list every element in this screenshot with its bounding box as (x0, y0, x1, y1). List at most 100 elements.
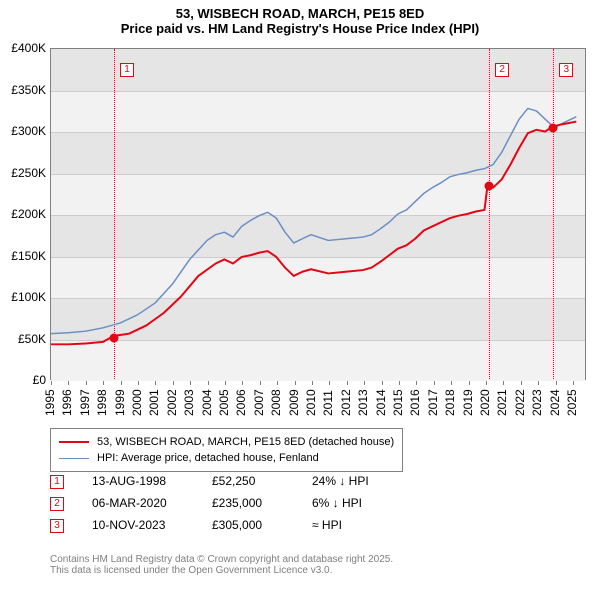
x-axis-label-wrap: 2025 (565, 382, 579, 422)
event-price: £305,000 (212, 514, 312, 536)
x-axis-label-wrap: 2009 (287, 382, 301, 422)
x-axis-label: 2007 (252, 402, 266, 416)
title-line-2: Price paid vs. HM Land Registry's House … (0, 21, 600, 36)
event-num-box: 1 (50, 475, 64, 489)
x-axis-label-wrap: 2024 (548, 382, 562, 422)
event-date: 13-AUG-1998 (92, 470, 212, 492)
x-axis-label-wrap: 2013 (356, 382, 370, 422)
y-axis-label: £250K (0, 166, 46, 180)
x-axis-label: 2013 (356, 402, 370, 416)
event-row: 206-MAR-2020£235,0006% ↓ HPI (50, 492, 381, 514)
legend-swatch (59, 441, 89, 443)
event-marker-box: 1 (120, 63, 134, 77)
y-axis-label: £100K (0, 290, 46, 304)
y-axis-label: £300K (0, 124, 46, 138)
x-axis-label: 2009 (287, 402, 301, 416)
footer-line-2: This data is licensed under the Open Gov… (50, 565, 393, 576)
x-axis-label: 2003 (182, 402, 196, 416)
legend-swatch (59, 458, 89, 459)
x-axis-label-wrap: 2005 (217, 382, 231, 422)
x-axis-label: 2008 (269, 402, 283, 416)
x-axis-label-wrap: 2014 (374, 382, 388, 422)
legend-box: 53, WISBECH ROAD, MARCH, PE15 8ED (detac… (50, 428, 403, 472)
x-axis-label: 1998 (95, 402, 109, 416)
x-axis-label: 2000 (130, 402, 144, 416)
x-axis-label: 2001 (147, 402, 161, 416)
legend-label: HPI: Average price, detached house, Fenl… (97, 452, 319, 464)
x-axis-label-wrap: 1999 (113, 382, 127, 422)
event-delta: 24% ↓ HPI (312, 470, 381, 492)
x-axis-label: 2021 (495, 402, 509, 416)
events-table: 1 13-AUG-1998£52,25024% ↓ HPI 2 06-MAR-2020… (50, 470, 381, 536)
event-price: £52,250 (212, 470, 312, 492)
x-axis-label-wrap: 2022 (513, 382, 527, 422)
footer-line-1: Contains HM Land Registry data © Crown c… (50, 554, 393, 565)
x-axis-label-wrap: 2000 (130, 382, 144, 422)
x-axis-label: 2016 (408, 402, 422, 416)
x-axis-label-wrap: 2021 (495, 382, 509, 422)
chart-plot-area: 1 2 3 (50, 48, 586, 380)
legend-row: HPI: Average price, detached house, Fenl… (59, 450, 394, 466)
event-marker-box: 3 (559, 63, 573, 77)
event-price: £235,000 (212, 492, 312, 514)
series-line-hpi (51, 108, 576, 333)
y-axis-label: £0 (0, 373, 46, 387)
event-row: 3 10-NOV-2023£305,000≈ HPI (50, 514, 381, 536)
x-axis-label: 2005 (217, 402, 231, 416)
x-axis-label-wrap: 2010 (304, 382, 318, 422)
event-date: 06-MAR-2020 (92, 492, 212, 514)
x-axis-label-wrap: 2003 (182, 382, 196, 422)
x-axis-label-wrap: 1997 (78, 382, 92, 422)
legend-row: 53, WISBECH ROAD, MARCH, PE15 8ED (detac… (59, 434, 394, 450)
series-line-price_paid (51, 122, 576, 345)
x-axis-label: 2017 (426, 402, 440, 416)
x-axis-label: 2010 (304, 402, 318, 416)
x-axis-label-wrap: 2011 (321, 382, 335, 422)
x-axis-label-wrap: 2015 (391, 382, 405, 422)
x-axis-label-wrap: 2002 (165, 382, 179, 422)
x-axis-label-wrap: 1996 (60, 382, 74, 422)
event-date: 10-NOV-2023 (92, 514, 212, 536)
x-axis-label: 2011 (321, 402, 335, 416)
x-axis-label: 2004 (200, 402, 214, 416)
x-axis-label-wrap: 2023 (530, 382, 544, 422)
x-axis-label: 2022 (513, 402, 527, 416)
x-axis-label: 1996 (60, 402, 74, 416)
event-marker-box: 2 (495, 63, 509, 77)
sale-dot (485, 181, 494, 190)
event-row: 1 13-AUG-1998£52,25024% ↓ HPI (50, 470, 381, 492)
chart-titles: 53, WISBECH ROAD, MARCH, PE15 8ED Price … (0, 0, 600, 36)
x-axis-label-wrap: 2001 (147, 382, 161, 422)
x-axis-label: 2015 (391, 402, 405, 416)
x-axis-label-wrap: 2008 (269, 382, 283, 422)
series-svg (51, 49, 585, 379)
event-num-box: 2 (50, 497, 64, 511)
x-axis-label: 2020 (478, 402, 492, 416)
x-axis-label: 1997 (78, 402, 92, 416)
y-axis-label: £350K (0, 83, 46, 97)
x-axis-label-wrap: 2016 (408, 382, 422, 422)
x-axis-label-wrap: 2007 (252, 382, 266, 422)
x-axis-label: 2002 (165, 402, 179, 416)
x-axis-label-wrap: 2017 (426, 382, 440, 422)
y-axis-label: £200K (0, 207, 46, 221)
y-axis-label: £50K (0, 332, 46, 346)
sale-dot (549, 123, 558, 132)
x-axis-label-wrap: 2020 (478, 382, 492, 422)
sale-dot (109, 333, 118, 342)
event-num-box: 3 (50, 519, 64, 533)
x-axis-label-wrap: 1995 (43, 382, 57, 422)
title-line-1: 53, WISBECH ROAD, MARCH, PE15 8ED (0, 6, 600, 21)
x-axis-label-wrap: 2019 (461, 382, 475, 422)
x-axis-label-wrap: 1998 (95, 382, 109, 422)
x-axis-label: 1999 (113, 402, 127, 416)
legend-label: 53, WISBECH ROAD, MARCH, PE15 8ED (detac… (97, 436, 394, 448)
x-axis-label: 2006 (234, 402, 248, 416)
x-axis-label: 1995 (43, 402, 57, 416)
x-axis-label-wrap: 2012 (339, 382, 353, 422)
y-axis-label: £150K (0, 249, 46, 263)
event-delta: ≈ HPI (312, 514, 381, 536)
y-axis-label: £400K (0, 41, 46, 55)
x-axis-label: 2014 (374, 402, 388, 416)
x-axis-label: 2012 (339, 402, 353, 416)
